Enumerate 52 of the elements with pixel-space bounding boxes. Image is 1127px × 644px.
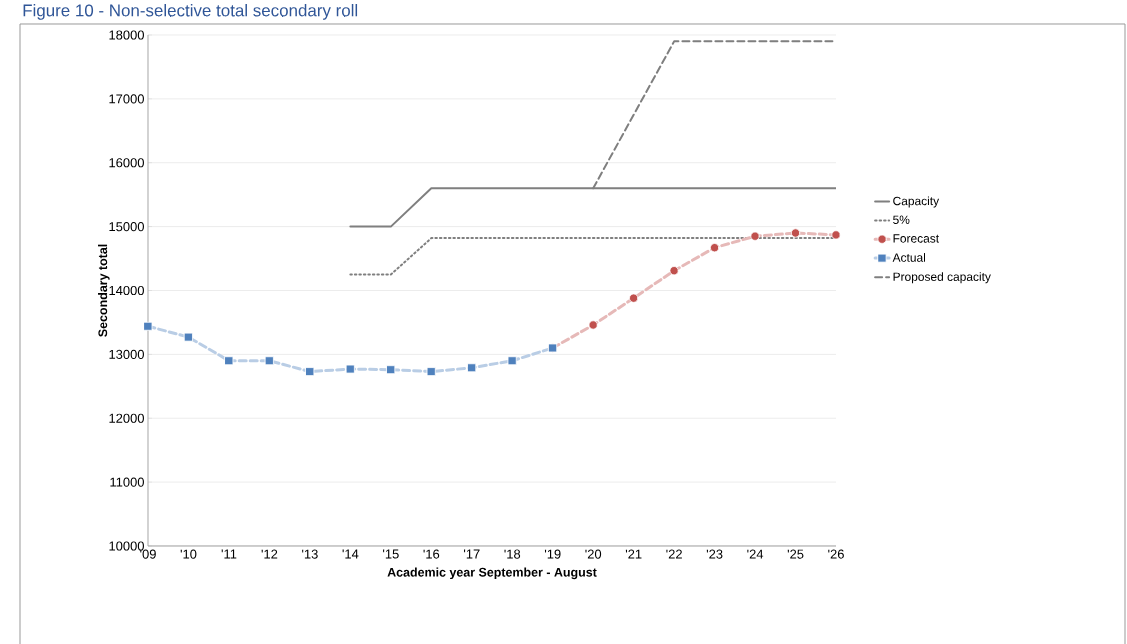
point <box>386 365 396 375</box>
point <box>790 228 801 238</box>
x-tick-label: '13 <box>302 549 318 559</box>
legend-label: Proposed capacity <box>893 272 991 284</box>
y-tick-label: 11000 <box>110 477 144 487</box>
x-tick-label: '10 <box>180 549 197 559</box>
point <box>143 321 153 331</box>
x-tick-label: '24 <box>747 549 764 559</box>
x-tick-label: '25 <box>787 549 804 559</box>
x-tick-label: '17 <box>463 549 480 559</box>
legend-label: Capacity <box>893 196 940 208</box>
x-tick-label: '22 <box>666 549 682 559</box>
x-tick-label: '14 <box>342 549 359 559</box>
point <box>224 356 234 366</box>
y-tick-label: 15000 <box>109 222 144 232</box>
x-tick-label: '23 <box>706 549 723 559</box>
x-tick-label: '18 <box>504 549 521 559</box>
chart-title: Figure 10 - Non-selective total secondary roll <box>23 4 358 20</box>
point <box>467 363 477 373</box>
point <box>588 320 598 330</box>
point <box>629 293 639 303</box>
y-tick-label: 17000 <box>109 94 144 104</box>
point <box>750 231 760 241</box>
legend-label: Forecast <box>893 234 940 243</box>
point <box>305 367 315 377</box>
y-tick-label: 16000 <box>109 158 144 168</box>
x-tick-label: '11 <box>221 549 237 559</box>
point <box>426 367 436 377</box>
point <box>265 356 274 366</box>
point <box>184 332 193 342</box>
point <box>507 356 517 366</box>
y-tick-label: 14000 <box>109 285 144 296</box>
x-tick-label: '15 <box>383 549 399 559</box>
point <box>710 243 720 253</box>
legend-label: Actual <box>892 253 926 262</box>
x-tick-label: '12 <box>261 549 278 559</box>
x-tick-label: '21 <box>625 549 642 559</box>
x-tick-label: '26 <box>828 549 844 559</box>
point <box>831 230 841 240</box>
y-tick-label: 10000 <box>109 541 144 551</box>
x-tick-label: '20 <box>585 549 602 559</box>
x-tick-label: '19 <box>544 549 561 559</box>
point <box>669 266 679 276</box>
legend-label: 5% <box>893 215 910 224</box>
x-tick-label: '16 <box>423 549 440 559</box>
y-tick-label: 18000 <box>109 30 144 40</box>
x-axis-title: Academic year September - August <box>387 567 597 580</box>
point <box>345 364 355 374</box>
y-tick-label: 13000 <box>109 349 144 359</box>
y-tick-label: 12000 <box>109 413 144 423</box>
y-axis-title: Secondary total <box>98 244 110 337</box>
x-tick-label: '09 <box>140 549 156 559</box>
